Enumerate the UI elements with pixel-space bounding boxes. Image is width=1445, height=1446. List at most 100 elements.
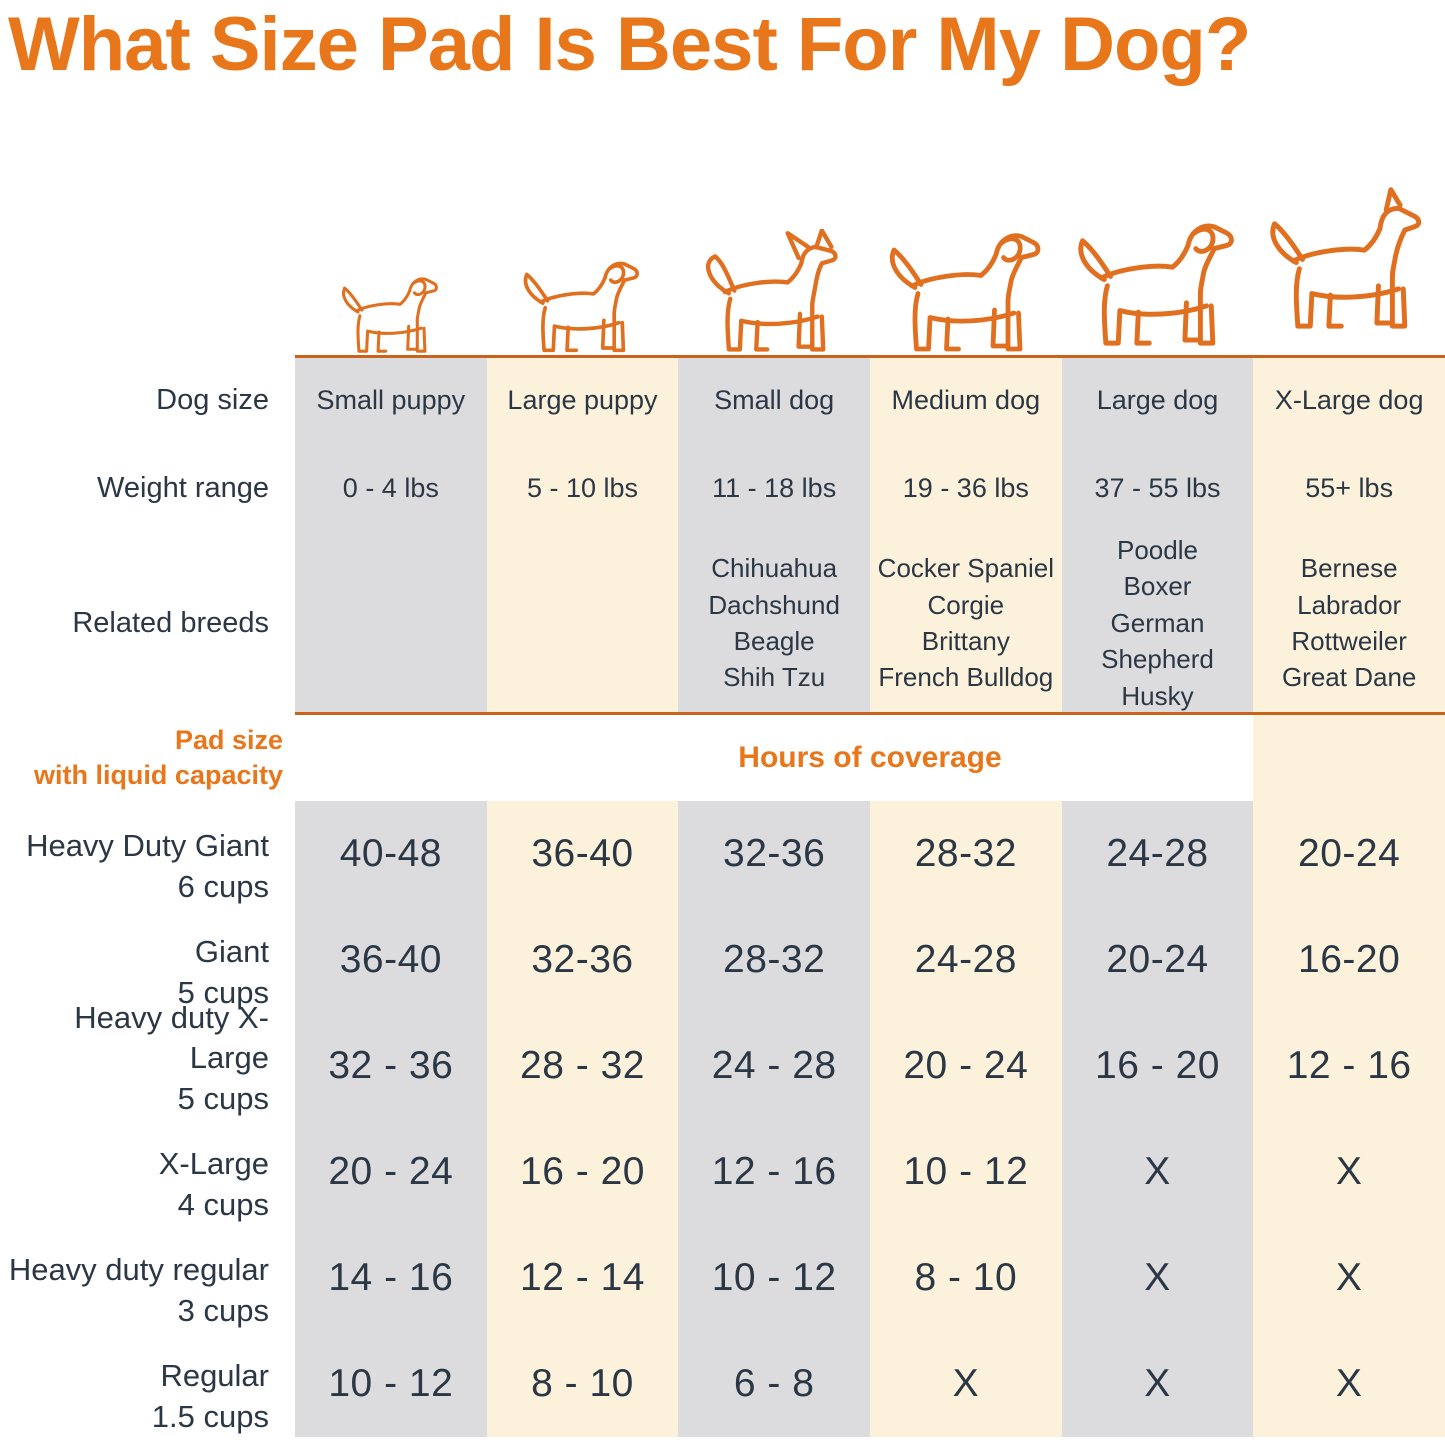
pad-capacity: 1.5 cups	[151, 1398, 269, 1434]
breed-name: Boxer	[1123, 571, 1192, 602]
hours-cell: 10 - 12	[295, 1331, 487, 1437]
pad-row-label: Heavy duty X-Large 5 cups	[0, 1000, 295, 1119]
related-breeds-row-label: Related breeds	[72, 606, 269, 639]
hours-cell: 20 - 24	[295, 1119, 487, 1225]
pad-name: Heavy duty regular	[8, 1252, 269, 1288]
hours-cell: 10 - 12	[870, 1119, 1062, 1225]
pad-name: Giant	[194, 934, 269, 970]
hours-cell: 20-24	[1253, 801, 1445, 907]
column-weight-range: 11 - 18 lbs	[678, 442, 870, 534]
hours-cell: 36-40	[486, 801, 679, 907]
hours-cell: X	[1253, 1119, 1445, 1225]
hours-cell: X	[1061, 1225, 1254, 1331]
x-large-dog-icon	[1253, 96, 1445, 355]
column-dog-size: Small puppy	[295, 358, 487, 442]
column-weight-range: 55+ lbs	[1253, 442, 1445, 534]
column-breeds-cell: Cocker Spaniel Corgie Brittany French Bulld…	[870, 534, 1062, 712]
hours-cell: 24 - 28	[678, 1013, 870, 1119]
hours-cell: X	[1061, 1331, 1254, 1437]
size-chart-grid: Dog size Weight range Related breeds Pad…	[0, 96, 1445, 1446]
hours-cell: 12 - 16	[678, 1119, 870, 1225]
column-breeds-cell	[295, 534, 487, 712]
breed-name: Shih Tzu	[723, 662, 826, 693]
column-dog-size: Medium dog	[870, 358, 1062, 442]
pad-row-label: Heavy duty regular 3 cups	[0, 1225, 295, 1331]
hours-cell: 6 - 8	[678, 1331, 870, 1437]
pad-row-label: Regular 1.5 cups	[0, 1331, 295, 1437]
breed-name: Beagle	[733, 626, 815, 656]
hours-cell: X	[1253, 1331, 1445, 1437]
breeds-divider-line	[295, 712, 1445, 715]
column-weight-range: 0 - 4 lbs	[295, 442, 487, 534]
pad-size-header-line1: Pad size	[174, 724, 283, 755]
pad-row-label: Heavy Duty Giant 6 cups	[0, 801, 295, 907]
pad-size-header: Pad size with liquid capacity	[0, 715, 295, 801]
hours-cell: 12 - 14	[486, 1225, 679, 1331]
breed-name: Husky	[1121, 680, 1194, 711]
column-breeds-cell: Bernese Labrador Rottweiler Great Dane	[1253, 534, 1445, 712]
column-dog-size: Small dog	[678, 358, 870, 442]
column-dog-size: Large puppy	[486, 358, 679, 442]
hours-cell: 20-24	[1061, 907, 1254, 1013]
column-breeds-cell	[486, 534, 679, 712]
column-weight-range: 19 - 36 lbs	[870, 442, 1062, 534]
pad-capacity: 6 cups	[177, 868, 269, 904]
hours-cell: 32 - 36	[295, 1013, 487, 1119]
column-weight-range: 37 - 55 lbs	[1061, 442, 1254, 534]
hours-cell: 28 - 32	[486, 1013, 679, 1119]
hours-cell: 32-36	[486, 907, 679, 1013]
hours-cell: 14 - 16	[295, 1225, 487, 1331]
pad-name: Heavy duty X-Large	[74, 1000, 269, 1076]
column-dog-size: Large dog	[1061, 358, 1254, 442]
pad-row-label: X-Large 4 cups	[0, 1119, 295, 1225]
breed-name: Rottweiler	[1291, 626, 1407, 656]
small-dog-icon	[678, 96, 870, 355]
hours-cell: 24-28	[1061, 801, 1254, 907]
dogs-ground-line	[295, 355, 1445, 358]
pad-capacity: 5 cups	[177, 974, 269, 1010]
hours-cell: 8 - 10	[486, 1331, 679, 1437]
breed-name: French Bulldog	[878, 662, 1054, 693]
pad-capacity: 5 cups	[177, 1080, 269, 1116]
hours-cell: 28-32	[870, 801, 1062, 907]
breed-name: Great Dane	[1281, 662, 1417, 693]
pad-name: Heavy Duty Giant	[26, 828, 269, 864]
pad-name: Regular	[160, 1358, 269, 1394]
weight-range-row-label: Weight range	[97, 471, 269, 504]
breed-name: Brittany	[921, 626, 1010, 656]
hours-cell: X	[1061, 1119, 1254, 1225]
hours-cell: X	[1253, 1225, 1445, 1331]
pad-size-header-line2: with liquid capacity	[33, 760, 283, 790]
breed-name: German Shepherd	[1101, 607, 1214, 675]
hours-cell: 24-28	[870, 907, 1062, 1013]
page-title: What Size Pad Is Best For My Dog?	[8, 2, 1251, 87]
breed-name: Corgie	[927, 589, 1005, 620]
hours-cell: 28-32	[678, 907, 870, 1013]
hours-cell: 40-48	[295, 801, 487, 907]
breed-name: Chihuahua	[711, 553, 838, 584]
hours-of-coverage-header: Hours of coverage	[738, 741, 1002, 774]
column-dog-size: X-Large dog	[1253, 358, 1445, 442]
hours-cell: 8 - 10	[870, 1225, 1062, 1331]
breed-name: Poodle	[1117, 535, 1198, 566]
breed-name: Bernese	[1300, 553, 1398, 584]
hours-cell: X	[870, 1331, 1062, 1437]
hours-cell: 16 - 20	[486, 1119, 679, 1225]
hours-cell: 10 - 12	[678, 1225, 870, 1331]
column-breeds-cell: Chihuahua Dachshund Beagle Shih Tzu	[678, 534, 870, 712]
hours-cell: 16-20	[1253, 907, 1445, 1013]
dog-size-row-label: Dog size	[156, 383, 269, 416]
large-dog-icon	[1062, 96, 1254, 355]
hours-cell: 12 - 16	[1253, 1013, 1445, 1119]
column-breeds-cell: Poodle Boxer German Shepherd Husky	[1061, 534, 1254, 712]
large-puppy-dog-icon	[487, 96, 679, 355]
breed-name: Cocker Spaniel	[877, 553, 1054, 584]
small-puppy-dog-icon	[295, 96, 487, 355]
pad-capacity: 4 cups	[177, 1186, 269, 1222]
hours-cell: 32-36	[678, 801, 870, 907]
pad-capacity: 3 cups	[177, 1292, 269, 1328]
medium-dog-icon	[870, 96, 1062, 355]
pad-name: X-Large	[158, 1146, 269, 1182]
hours-cell: 16 - 20	[1061, 1013, 1254, 1119]
pad-row-label: Giant 5 cups	[0, 907, 295, 1013]
